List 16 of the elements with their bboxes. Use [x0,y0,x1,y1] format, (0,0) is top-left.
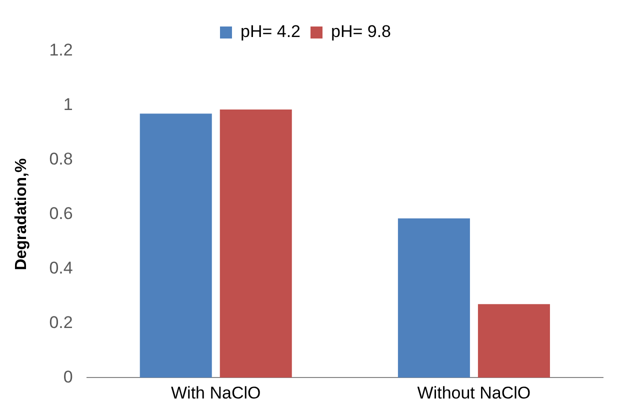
y-axis-title: Degradation,% [13,158,30,270]
bar [140,114,212,378]
y-tick-label: 0.2 [49,312,73,332]
y-tick-label: 0.8 [49,150,73,169]
x-tick-label: Without NaClO [417,383,531,402]
y-tick-label: 0.6 [49,204,73,223]
bar [220,110,292,378]
bar [398,218,470,378]
y-tick-label: 0.4 [49,258,73,278]
x-tick-label: With NaClO [171,383,261,402]
y-tick-label: 1 [63,95,73,114]
legend-label: pH= 9.8 [331,22,392,42]
bar [478,304,550,378]
legend-label: pH= 4.2 [240,22,300,42]
y-tick-label: 1.2 [49,40,73,60]
y-tick-label: 0 [63,367,73,386]
